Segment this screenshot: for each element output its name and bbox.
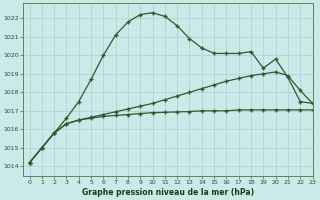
X-axis label: Graphe pression niveau de la mer (hPa): Graphe pression niveau de la mer (hPa) [82, 188, 254, 197]
